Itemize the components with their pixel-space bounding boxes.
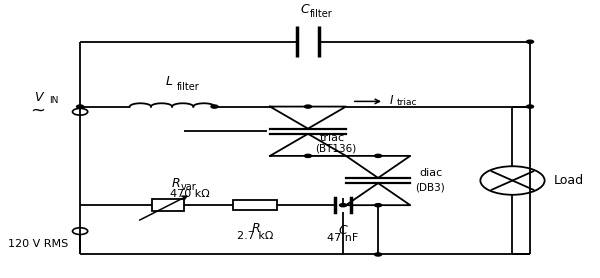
Circle shape xyxy=(374,203,382,207)
Polygon shape xyxy=(346,156,410,178)
Circle shape xyxy=(340,203,347,207)
Circle shape xyxy=(77,105,83,108)
Text: 120 V RMS: 120 V RMS xyxy=(8,239,68,249)
Text: 47 nF: 47 nF xyxy=(328,233,359,243)
Circle shape xyxy=(527,40,533,43)
Text: $R$: $R$ xyxy=(170,177,180,190)
Text: diac: diac xyxy=(419,168,442,178)
Circle shape xyxy=(374,253,382,256)
Text: $R$: $R$ xyxy=(251,222,260,235)
Text: (DB3): (DB3) xyxy=(415,182,445,192)
Text: 470 kΩ: 470 kΩ xyxy=(170,189,209,199)
Text: Load: Load xyxy=(553,174,584,187)
Circle shape xyxy=(304,105,311,108)
Text: $I$: $I$ xyxy=(389,94,394,106)
FancyBboxPatch shape xyxy=(233,200,277,210)
Text: $V$: $V$ xyxy=(34,91,45,104)
Polygon shape xyxy=(270,134,346,156)
Text: $C$: $C$ xyxy=(300,3,310,16)
Text: (BT136): (BT136) xyxy=(315,143,356,153)
Text: ~: ~ xyxy=(31,101,46,120)
Polygon shape xyxy=(346,183,410,205)
Text: IN: IN xyxy=(49,96,58,105)
Circle shape xyxy=(527,105,533,108)
Circle shape xyxy=(374,154,382,157)
Circle shape xyxy=(211,105,218,108)
Text: var: var xyxy=(181,182,196,192)
Text: triac: triac xyxy=(397,98,418,107)
FancyBboxPatch shape xyxy=(152,199,184,211)
Text: filter: filter xyxy=(177,81,200,91)
Circle shape xyxy=(304,154,311,157)
Text: $C$: $C$ xyxy=(338,224,349,237)
Text: triac: triac xyxy=(320,133,345,143)
Text: filter: filter xyxy=(310,9,332,19)
Text: $L$: $L$ xyxy=(165,75,173,88)
Text: 2.7 kΩ: 2.7 kΩ xyxy=(237,231,274,241)
Polygon shape xyxy=(270,106,346,129)
